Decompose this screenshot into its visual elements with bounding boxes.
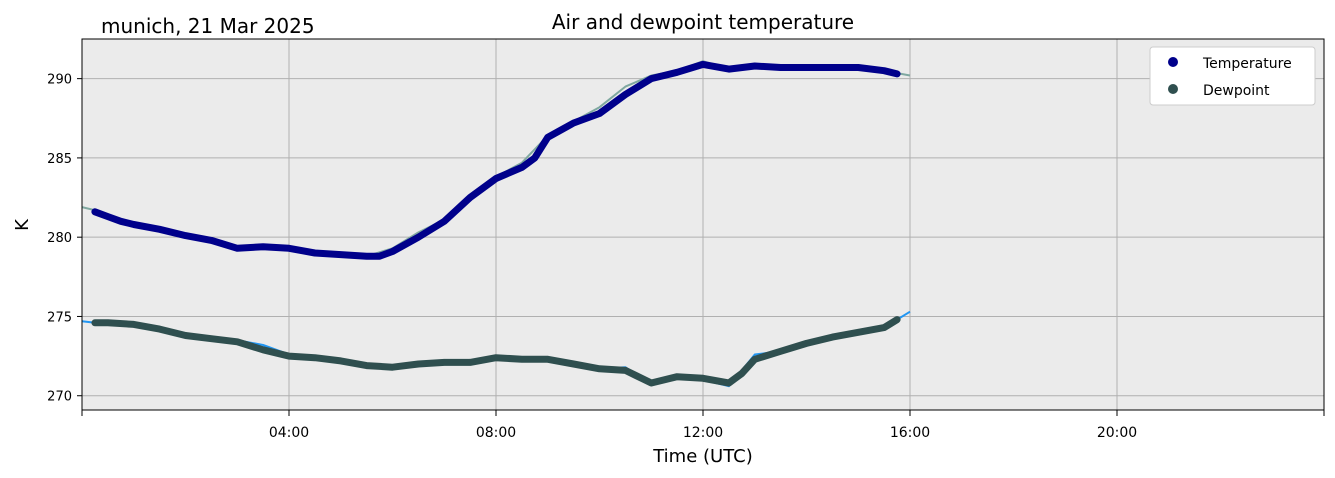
x-tick-label: 16:00 [890,425,930,441]
series-line-dewpoint [91,316,901,387]
series-lines [91,60,901,387]
grid [82,39,1324,410]
legend-label-temperature: Temperature [1202,56,1292,72]
y-tick-label: 285 [47,152,72,167]
legend-box [1149,46,1316,106]
chart-title: Air and dewpoint temperature [552,10,854,34]
legend: Temperature Dewpoint [1149,46,1316,106]
y-tick-label: 280 [47,231,72,246]
x-tick-label: 12:00 [683,425,723,441]
legend-marker-temperature [1168,57,1178,67]
x-tick-label: 08:00 [476,425,516,441]
chart-subtitle: munich, 21 Mar 2025 [101,14,315,38]
y-tick-label: 270 [47,390,72,405]
legend-marker-dewpoint [1168,84,1178,94]
y-tick-label: 275 [47,310,72,325]
y-axis: 270 275 280 285 290 [47,73,82,405]
series-line-temperature [91,60,901,260]
x-tick-label: 20:00 [1097,425,1137,441]
x-tick-label: 04:00 [269,425,309,441]
y-tick-label: 290 [47,73,72,88]
legend-label-dewpoint: Dewpoint [1203,83,1270,99]
x-axis: 04:00 08:00 12:00 16:00 20:00 [81,410,1325,441]
y-axis-label: K [12,218,33,231]
x-axis-label: Time (UTC) [652,446,753,467]
